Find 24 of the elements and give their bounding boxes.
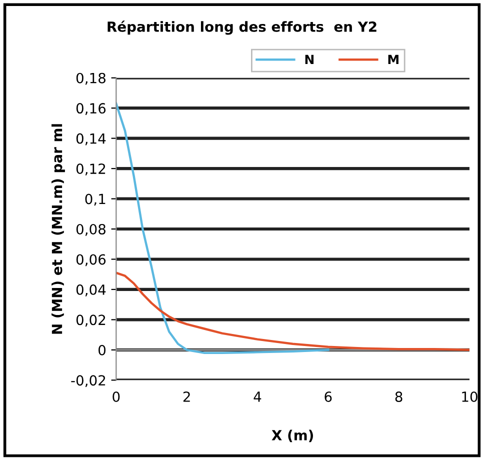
y-tick-label: 0,12	[76, 164, 106, 176]
y-tick-label: 0,02	[76, 314, 106, 327]
y-tick-label: 0,08	[76, 224, 106, 236]
y-tick-label: 0,04	[76, 284, 106, 296]
x-tick-label: 0	[112, 391, 120, 402]
y-tick-label: 0,16	[76, 103, 106, 115]
legend-label: N	[305, 54, 314, 64]
x-tick-label: 4	[254, 392, 262, 402]
x-tick-label: 2	[183, 391, 190, 402]
x-tick-label: 10	[462, 391, 478, 402]
x-tick-label: 6	[324, 391, 332, 402]
x-tick-label: 8	[395, 391, 402, 402]
y-tick-label: 0,1	[85, 194, 106, 206]
x-axis-title: X (m)	[272, 430, 313, 442]
chart-title: Répartition long des efforts en Y2	[108, 20, 376, 35]
y-tick-label: 0,14	[76, 133, 106, 146]
line-series	[116, 272, 470, 352]
y-tick-label: 0,06	[76, 254, 106, 266]
y-tick-label: -0,02	[71, 375, 106, 388]
y-tick-label: 0	[98, 344, 106, 356]
y-axis-title: N (MN) et M (MN.m) par ml	[52, 124, 65, 334]
line-series	[116, 102, 330, 354]
legend-label: M	[388, 54, 398, 64]
y-tick-label: 0,18	[76, 72, 106, 85]
